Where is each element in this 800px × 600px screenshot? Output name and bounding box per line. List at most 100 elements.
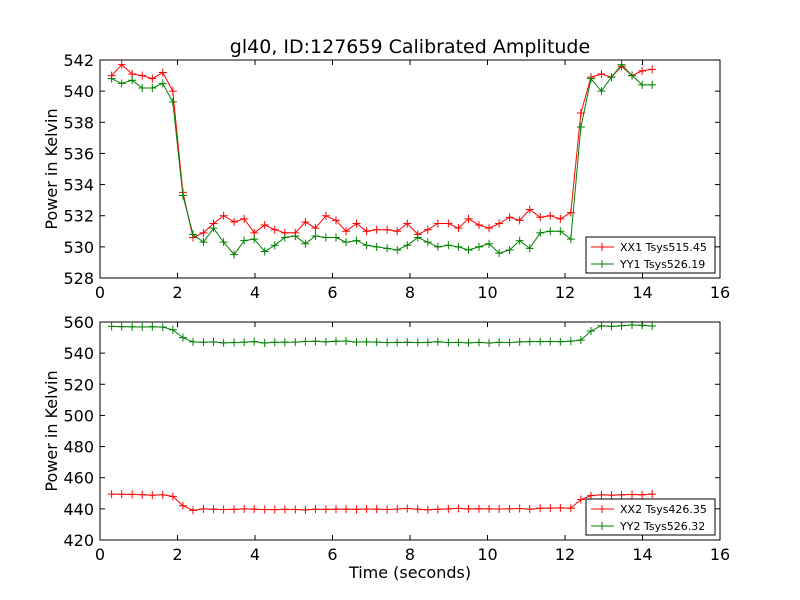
data-point xyxy=(291,505,300,514)
plot-frame xyxy=(99,321,721,541)
data-point xyxy=(250,235,259,244)
data-point xyxy=(617,490,626,499)
data-point xyxy=(607,491,616,500)
data-point xyxy=(423,338,432,347)
data-point xyxy=(199,504,208,513)
data-point xyxy=(270,225,279,234)
y-tick-label: 542 xyxy=(63,51,94,70)
data-point xyxy=(525,244,534,253)
data-point xyxy=(372,505,381,514)
data-point xyxy=(515,504,524,513)
data-point xyxy=(107,322,116,331)
y-tick-label: 500 xyxy=(63,406,94,425)
data-point xyxy=(505,245,514,254)
data-point xyxy=(148,74,157,83)
data-point xyxy=(546,211,555,220)
data-point xyxy=(158,68,167,77)
data-point xyxy=(342,238,351,247)
data-point xyxy=(321,211,330,220)
data-point xyxy=(628,71,637,80)
data-point xyxy=(372,225,381,234)
data-point xyxy=(230,250,239,259)
data-point xyxy=(117,490,126,499)
data-point xyxy=(474,504,483,513)
data-point xyxy=(280,505,289,514)
x-tick-label: 14 xyxy=(632,283,652,302)
data-point xyxy=(230,505,239,514)
data-point xyxy=(280,233,289,242)
data-point xyxy=(556,337,565,346)
data-point xyxy=(576,122,585,131)
data-point xyxy=(454,338,463,347)
data-point xyxy=(209,224,218,233)
data-point xyxy=(362,505,371,514)
data-point xyxy=(280,338,289,347)
data-point xyxy=(454,224,463,233)
y-tick-label: 540 xyxy=(63,344,94,363)
data-point xyxy=(536,213,545,222)
data-point xyxy=(148,322,157,331)
data-point xyxy=(454,242,463,251)
data-point xyxy=(240,236,249,245)
data-point xyxy=(331,337,340,346)
data-point xyxy=(433,219,442,228)
x-tick-label: 12 xyxy=(555,545,575,564)
data-point xyxy=(178,191,187,200)
data-point xyxy=(178,333,187,342)
data-point xyxy=(230,338,239,347)
data-point xyxy=(383,338,392,347)
legend: XX1 Tsys515.45 YY1 Tsys526.19 xyxy=(585,236,716,274)
data-point xyxy=(576,495,585,504)
data-point xyxy=(138,84,147,93)
data-point xyxy=(219,505,228,514)
data-point xyxy=(219,238,228,247)
plot-frame xyxy=(99,59,721,279)
y-tick-label: 534 xyxy=(63,176,94,195)
data-point xyxy=(566,235,575,244)
data-point xyxy=(362,227,371,236)
data-point xyxy=(362,337,371,346)
data-point xyxy=(342,505,351,514)
series-line-yy1 xyxy=(111,63,653,256)
data-point xyxy=(301,217,310,226)
bottom-panel: 0 2 4 6 8 10 12 14 16 420 440 460 480 500 520 540 560 Pow… xyxy=(42,313,730,582)
data-point xyxy=(474,242,483,251)
data-point xyxy=(464,214,473,223)
x-tick-label: 4 xyxy=(250,283,260,302)
y-tick-label: 538 xyxy=(63,113,94,132)
data-point xyxy=(536,504,545,513)
data-point xyxy=(291,231,300,240)
data-point xyxy=(433,337,442,346)
data-point xyxy=(158,79,167,88)
data-point xyxy=(393,338,402,347)
data-point xyxy=(628,490,637,499)
legend-entry: XX2 Tsys426.35 xyxy=(620,503,707,516)
data-point xyxy=(250,505,259,514)
y-tick-label: 420 xyxy=(63,531,94,550)
data-point xyxy=(270,505,279,514)
data-point xyxy=(413,338,422,347)
data-point xyxy=(648,322,657,331)
y-tick-label: 532 xyxy=(63,207,94,226)
x-tick-label: 0 xyxy=(95,545,105,564)
legend-entry: YY1 Tsys526.19 xyxy=(619,258,705,271)
data-point xyxy=(148,491,157,500)
data-point xyxy=(454,504,463,513)
data-point xyxy=(444,219,453,228)
data-point xyxy=(321,505,330,514)
data-point xyxy=(240,214,249,223)
data-point xyxy=(209,337,218,346)
data-point xyxy=(485,239,494,248)
data-point xyxy=(423,225,432,234)
data-point xyxy=(117,79,126,88)
data-point xyxy=(311,505,320,514)
data-point xyxy=(525,205,534,214)
data-point xyxy=(321,337,330,346)
data-point xyxy=(597,70,606,79)
x-tick-label: 8 xyxy=(405,283,415,302)
data-point xyxy=(148,84,157,93)
data-point xyxy=(311,224,320,233)
x-tick-label: 10 xyxy=(477,283,497,302)
data-point xyxy=(362,241,371,250)
data-point xyxy=(576,336,585,345)
